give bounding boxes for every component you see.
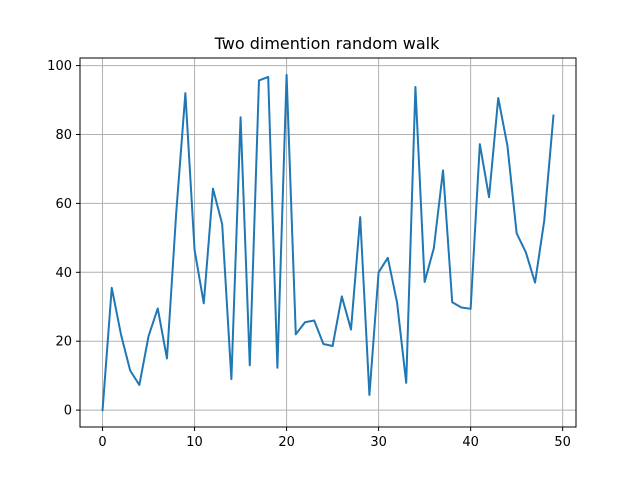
x-tick-label: 30 bbox=[370, 435, 387, 450]
plot-frame bbox=[79, 57, 577, 428]
y-axis: 0 20 40 60 80 100 bbox=[47, 59, 80, 419]
y-tick-label: 60 bbox=[55, 197, 72, 212]
x-tick-label: 0 bbox=[98, 435, 106, 450]
series-line bbox=[101, 73, 555, 412]
y-tick-label: 20 bbox=[55, 335, 72, 350]
x-axis: 0 10 20 30 40 50 bbox=[98, 427, 571, 450]
x-tick-label: 10 bbox=[186, 435, 203, 450]
x-tick-label: 20 bbox=[278, 435, 295, 450]
y-tick-label: 0 bbox=[64, 404, 72, 419]
y-tick-label: 100 bbox=[47, 59, 72, 74]
x-tick-label: 40 bbox=[462, 435, 479, 450]
y-tick-label: 40 bbox=[55, 266, 72, 281]
series-group bbox=[101, 73, 555, 412]
chart-title: Two dimention random walk bbox=[214, 34, 440, 53]
y-tick-label: 80 bbox=[55, 128, 72, 143]
x-tick-label: 50 bbox=[554, 435, 571, 450]
grid-lines bbox=[80, 58, 576, 427]
